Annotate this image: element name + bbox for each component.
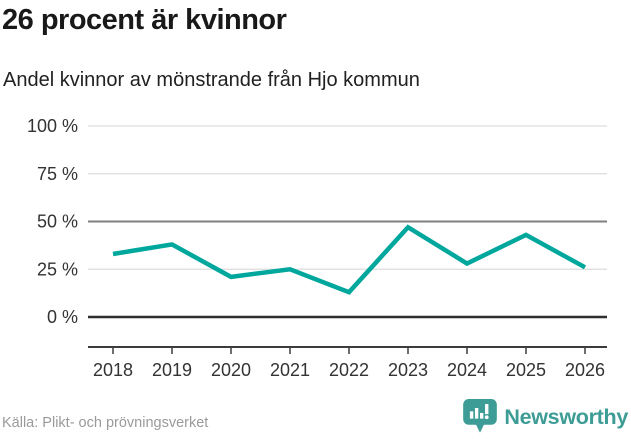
y-axis-tick-label: 100 % bbox=[27, 116, 78, 136]
chart-title: 26 procent är kvinnor bbox=[2, 4, 287, 36]
newsworthy-logo-icon bbox=[463, 399, 498, 433]
y-axis-tick-label: 75 % bbox=[37, 164, 78, 184]
x-axis-tick-label: 2019 bbox=[152, 360, 192, 380]
x-axis-tick-label: 2020 bbox=[211, 360, 251, 380]
x-axis-tick-label: 2021 bbox=[270, 360, 310, 380]
y-axis-tick-label: 50 % bbox=[37, 212, 78, 232]
y-axis-tick-label: 25 % bbox=[37, 259, 78, 279]
y-axis-tick-label: 0 % bbox=[47, 307, 78, 327]
newsworthy-logo-text: Newsworthy bbox=[504, 405, 628, 429]
source-note: Källa: Plikt- och prövningsverket bbox=[2, 415, 209, 431]
chart-subtitle: Andel kvinnor av mönstrande från Hjo kom… bbox=[3, 69, 420, 91]
x-axis-tick-label: 2026 bbox=[565, 360, 605, 380]
x-axis-tick-label: 2018 bbox=[93, 360, 133, 380]
data-line-andel-kvinnor bbox=[112, 224, 587, 295]
x-axis-tick-label: 2024 bbox=[447, 360, 487, 380]
x-axis-tick-label: 2025 bbox=[506, 360, 546, 380]
x-axis-tick-label: 2022 bbox=[329, 360, 369, 380]
x-axis-tick-label: 2023 bbox=[388, 360, 428, 380]
newsworthy-logo: Newsworthy bbox=[463, 399, 628, 436]
